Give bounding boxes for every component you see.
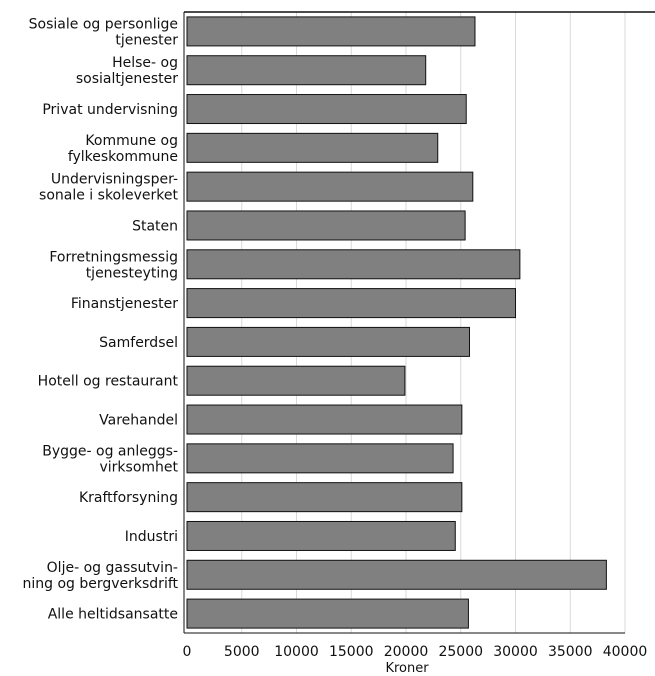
bar xyxy=(186,404,463,435)
category-label: Industri xyxy=(125,529,178,545)
x-tick-label: 15000 xyxy=(329,644,374,660)
category-label: Bygge- og anleggs-virksomhet xyxy=(42,443,178,475)
category-label: Staten xyxy=(132,218,178,234)
category-label: Forretningsmessig tjenesteyting xyxy=(49,249,178,281)
bar xyxy=(186,55,427,86)
category-label: Alle heltidsansatte xyxy=(48,607,178,623)
category-label: Kraftforsyning xyxy=(79,490,178,506)
x-tick-label: 5000 xyxy=(224,644,260,660)
bar xyxy=(186,288,516,319)
category-label: Kommune og fylkeskommune xyxy=(68,133,178,165)
x-tick-label: 25000 xyxy=(438,644,483,660)
bar xyxy=(186,94,467,125)
bar xyxy=(186,210,466,241)
x-tick-label: 35000 xyxy=(548,644,593,660)
category-label: Sosiale og personlige tjenester xyxy=(29,16,179,48)
category-label: Helse- og sosialtjenester xyxy=(76,55,178,87)
bar xyxy=(186,520,456,551)
bar xyxy=(186,16,476,47)
bar xyxy=(186,598,469,629)
bar xyxy=(186,326,471,357)
bar xyxy=(186,559,607,590)
bar xyxy=(186,482,463,513)
bar xyxy=(186,171,474,202)
x-tick-label: 30000 xyxy=(493,644,538,660)
bar xyxy=(186,365,406,396)
x-tick-label: 40000 xyxy=(603,644,648,660)
x-tick-label: 0 xyxy=(183,644,192,660)
bar xyxy=(186,132,439,163)
category-label: Olje- og gassutvin-ning og bergverksdrif… xyxy=(22,560,178,592)
category-label: Samferdsel xyxy=(99,335,178,351)
category-label: Finanstjenester xyxy=(71,296,178,312)
x-tick-label: 20000 xyxy=(384,644,429,660)
bars xyxy=(186,16,607,629)
x-tick-labels: 0 5000 10000 15000 20000 25000 30000 35000 40000 xyxy=(183,644,648,660)
category-label: Varehandel xyxy=(99,413,178,429)
x-tick-label: 10000 xyxy=(274,644,319,660)
x-axis-title: Kroner xyxy=(385,661,429,676)
bar xyxy=(186,249,521,280)
category-label: Hotell og restaurant xyxy=(38,374,179,390)
bar xyxy=(186,443,454,474)
category-labels: Sosiale og personlige tjenester Helse- og s… xyxy=(22,16,178,622)
category-label: Undervisningsper-sonale i skoleverket xyxy=(39,172,178,204)
category-label: Privat undervisning xyxy=(42,102,178,118)
